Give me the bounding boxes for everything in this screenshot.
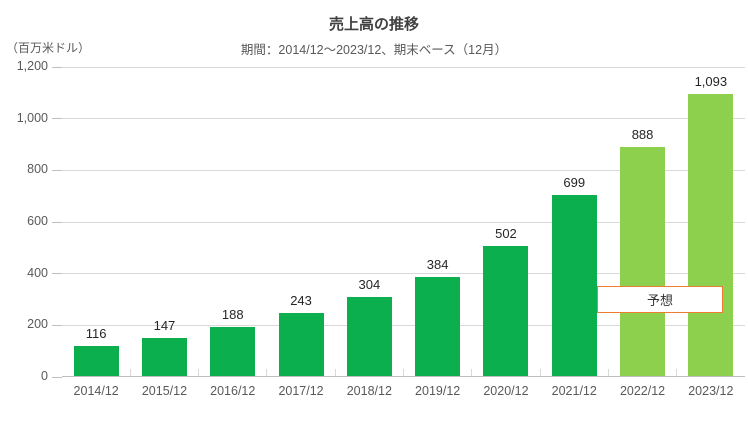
- y-tick-mark: [52, 221, 62, 223]
- bar-value-label-2018/12: 304: [358, 277, 381, 293]
- y-tick-mark: [52, 324, 62, 326]
- bar-value-label-2022/12: 888: [631, 126, 654, 142]
- y-tick-label: 200: [27, 317, 48, 332]
- bar-value-label-2021/12: 699: [563, 175, 586, 191]
- bar-value-label-2015/12: 147: [153, 318, 176, 334]
- bar-value-label-2023/12: 1,093: [694, 73, 728, 89]
- forecast-annotation-box: 予想: [597, 286, 723, 313]
- bar-value-label-2014/12: 116: [85, 326, 107, 342]
- y-tick-label: 1,200: [16, 59, 48, 73]
- bar-2017/12: [278, 313, 324, 376]
- x-axis-category-tick: [471, 369, 473, 377]
- y-tick-mark: [52, 118, 62, 120]
- y-tick-label: 0: [41, 369, 48, 383]
- y-tick-label: 1,000: [16, 110, 48, 125]
- y-axis-ticks: [52, 66, 62, 378]
- bar-2022/12: [620, 146, 666, 376]
- x-tick-label-2019/12: 2019/12: [415, 384, 461, 398]
- y-tick-label: 400: [27, 265, 48, 280]
- x-axis-category-tick: [539, 369, 541, 377]
- bar-2023/12: [688, 93, 734, 376]
- gridline-y-800: [62, 169, 745, 171]
- y-tick-mark: [52, 169, 62, 171]
- x-axis-category-tick: [334, 369, 336, 377]
- x-axis-line: [62, 376, 745, 377]
- gridline-y-400: [62, 273, 745, 275]
- x-axis-category-tick: [676, 369, 678, 377]
- bar-2018/12: [346, 297, 392, 376]
- x-axis-category-tick: [607, 369, 609, 377]
- gridline-y-600: [62, 221, 745, 223]
- gridline-y-1200: [62, 66, 745, 68]
- x-tick-label-2021/12: 2021/12: [551, 384, 597, 398]
- x-axis-category-tick: [266, 369, 268, 377]
- x-axis-labels: 2014/12 2015/12 2016/12 2017/12 2018/12 2019/…: [62, 384, 745, 402]
- bar-value-label-2016/12: 188: [221, 307, 244, 323]
- x-tick-label-2020/12: 2020/12: [483, 384, 529, 398]
- bar-2019/12: [415, 276, 461, 376]
- y-tick-mark: [52, 376, 62, 378]
- chart-subtitle: 期間：2014/12～2023/12、期末ベース（12月）: [240, 43, 508, 57]
- x-tick-label-2017/12: 2017/12: [278, 384, 324, 398]
- bar-2016/12: [210, 327, 256, 376]
- bar-2021/12: [551, 195, 597, 376]
- plot-area: 予想 116 147 188 243 304 384 502 699 888 1,093: [62, 66, 745, 377]
- x-tick-label-2014/12: 2014/12: [73, 384, 119, 398]
- x-tick-label-2018/12: 2018/12: [346, 384, 392, 398]
- gridline-y-1000: [62, 118, 745, 120]
- y-tick-label: 600: [27, 214, 48, 228]
- x-tick-label-2016/12: 2016/12: [210, 384, 256, 398]
- x-axis-category-tick: [403, 369, 404, 377]
- bar-2014/12: [73, 346, 119, 376]
- x-axis-category-tick: [198, 369, 200, 377]
- gridline-y-200: [62, 324, 745, 326]
- x-axis-category-tick: [129, 369, 131, 377]
- x-tick-label-2015/12: 2015/12: [141, 384, 188, 398]
- bar-value-label-2019/12: 384: [426, 256, 449, 272]
- y-tick-mark: [52, 66, 62, 68]
- y-axis-labels: 0 200 400 600 800 1,000 1,200: [0, 59, 48, 383]
- x-tick-label-2022/12: 2022/12: [619, 384, 666, 398]
- forecast-annotation-label: 予想: [646, 293, 673, 308]
- chart-title: 売上高の推移: [328, 16, 419, 33]
- y-axis-unit-label: （百万米ドル）: [6, 41, 91, 55]
- bar-2020/12: [483, 246, 529, 376]
- bar-value-label-2017/12: 243: [290, 293, 312, 309]
- bar-2015/12: [141, 338, 187, 376]
- y-tick-mark: [52, 273, 62, 275]
- bar-value-label-2020/12: 502: [495, 226, 517, 242]
- x-tick-label-2023/12: 2023/12: [688, 384, 734, 398]
- y-tick-label: 800: [27, 162, 48, 177]
